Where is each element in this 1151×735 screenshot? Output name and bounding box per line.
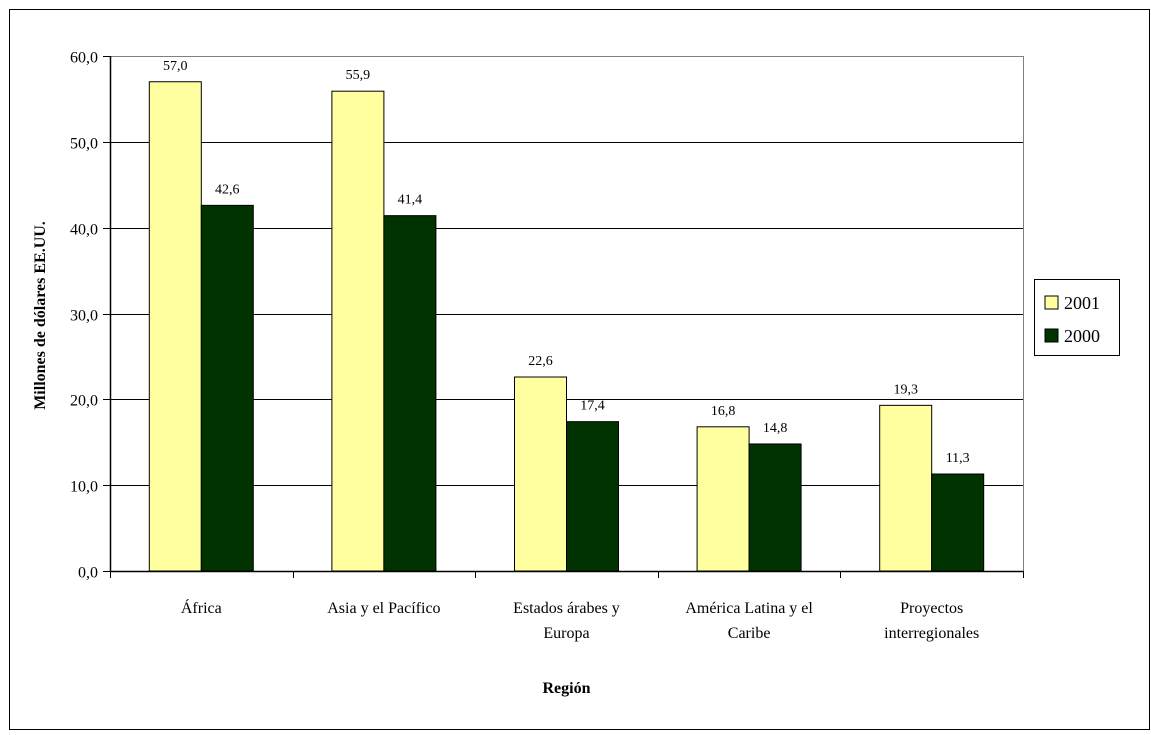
y-tick-label: 40,0 bbox=[70, 222, 98, 239]
category-label-0: África bbox=[181, 598, 222, 617]
data-label-2001-0: 57,0 bbox=[163, 59, 188, 74]
data-label-2001-2: 22,6 bbox=[528, 354, 553, 369]
data-label-2000-2: 17,4 bbox=[580, 399, 605, 414]
legend-label-2000: 2000 bbox=[1064, 326, 1100, 346]
data-label-2000-3: 14,8 bbox=[763, 421, 788, 436]
legend-swatch-2001 bbox=[1044, 295, 1059, 310]
bar-2000-4 bbox=[931, 473, 985, 572]
legend: 2001 2000 bbox=[1034, 279, 1120, 356]
bar-2001-4 bbox=[879, 404, 933, 572]
category-label-4: Proyectos interregionales bbox=[884, 600, 979, 642]
category-label-line: Caribe bbox=[728, 625, 771, 642]
category-label-3: América Latina y el Caribe bbox=[685, 600, 813, 642]
legend-box bbox=[1034, 279, 1120, 356]
bar-2000-0 bbox=[200, 204, 254, 572]
data-label-2001-4: 19,3 bbox=[893, 382, 918, 397]
category-label-line: Estados árabes y bbox=[513, 600, 620, 617]
x-axis-title: Región bbox=[543, 680, 591, 697]
category-label-line: Europa bbox=[543, 625, 589, 642]
data-label-2001-3: 16,8 bbox=[711, 404, 736, 419]
y-tick-label: 10,0 bbox=[70, 479, 98, 496]
data-label-2000-0: 42,6 bbox=[215, 182, 240, 197]
category-label-line: interregionales bbox=[884, 625, 979, 642]
bar-2001-1 bbox=[331, 90, 385, 572]
y-tick-label: 50,0 bbox=[70, 136, 98, 153]
bar-2001-0 bbox=[148, 81, 202, 572]
y-tick-label: 20,0 bbox=[70, 393, 98, 410]
category-label-2: Estados árabes y Europa bbox=[513, 600, 620, 642]
labels: 57,0 55,9 22,6 16,8 19,3 42,6 41,4 17,4 14,8 11,3 bbox=[163, 59, 970, 466]
bar-2000-2 bbox=[566, 421, 619, 572]
legend-swatch-2000 bbox=[1044, 328, 1059, 343]
y-tick-label: 60,0 bbox=[70, 50, 98, 67]
bar-2000-1 bbox=[383, 215, 437, 572]
bar-2001-3 bbox=[696, 426, 750, 572]
category-label-line: África bbox=[181, 598, 222, 617]
category-label-line: Asia y el Pacífico bbox=[327, 600, 440, 617]
bar-2001-2 bbox=[514, 376, 567, 572]
plot-area bbox=[110, 56, 1024, 572]
y-tick-label: 30,0 bbox=[70, 308, 98, 325]
data-label-2001-1: 55,9 bbox=[346, 68, 371, 83]
data-label-2000-1: 41,4 bbox=[398, 193, 423, 208]
bar-2000-3 bbox=[748, 443, 802, 572]
category-label-1: Asia y el Pacífico bbox=[327, 600, 440, 617]
category-label-line: Proyectos bbox=[900, 600, 963, 617]
legend-label-2001: 2001 bbox=[1064, 293, 1100, 313]
y-tick-label: 0,0 bbox=[78, 565, 98, 582]
y-axis-title: Millones de dólares EE.UU. bbox=[32, 221, 49, 410]
data-label-2000-4: 11,3 bbox=[946, 451, 970, 466]
axes: 0,0 10,0 20,0 30,0 40,0 50,0 60,0 África Asia y … bbox=[32, 50, 1024, 697]
category-label-line: América Latina y el bbox=[685, 600, 813, 617]
